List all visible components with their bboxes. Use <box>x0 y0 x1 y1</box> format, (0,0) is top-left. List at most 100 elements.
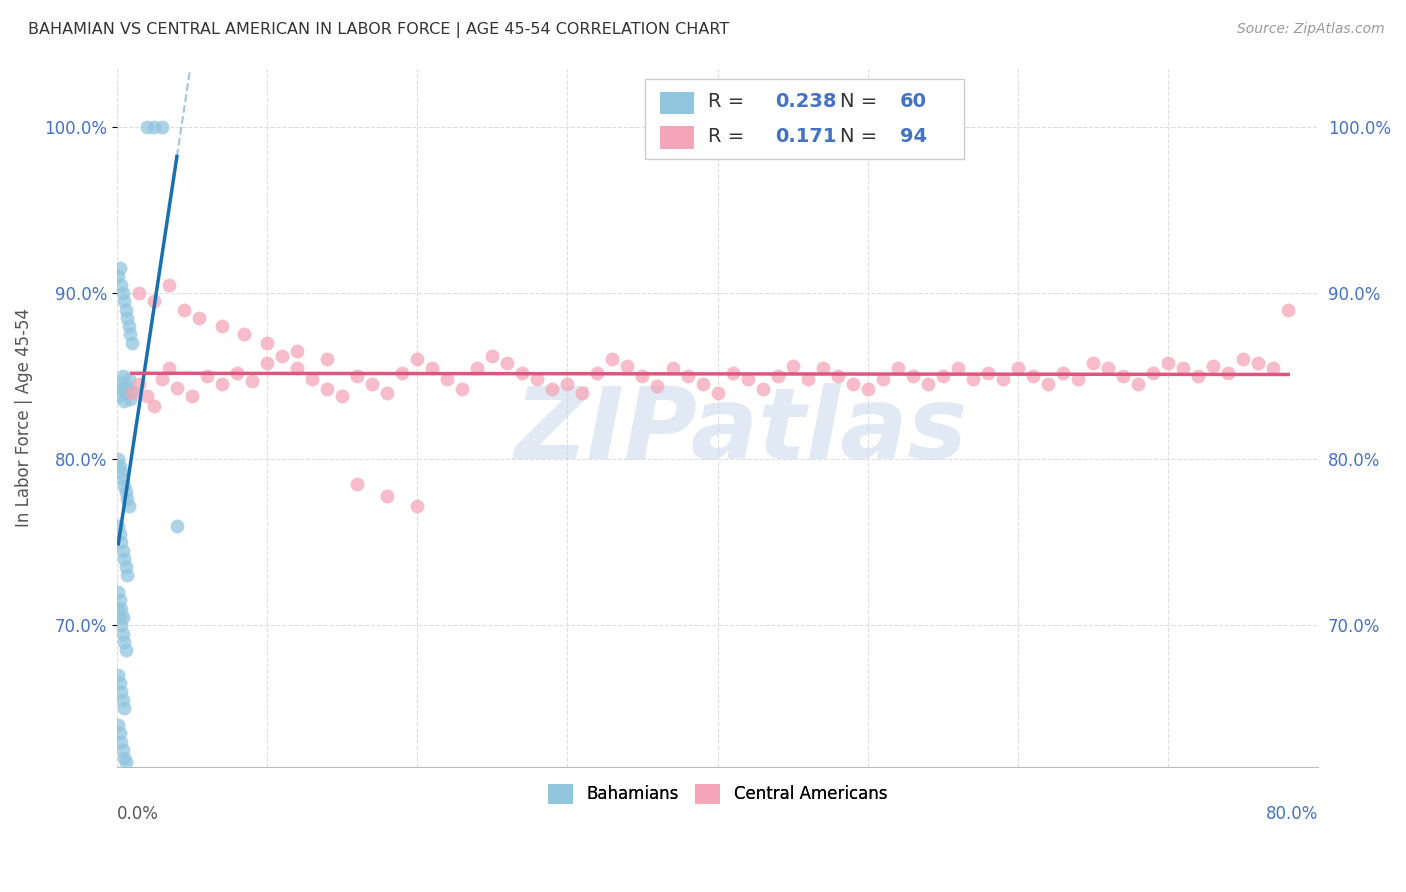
Point <box>721 366 744 380</box>
Point <box>782 359 804 373</box>
Point <box>166 381 188 395</box>
Point <box>111 369 134 384</box>
Point <box>108 527 131 541</box>
Point <box>166 518 188 533</box>
Point <box>110 376 132 390</box>
Point <box>111 472 134 486</box>
Point <box>872 372 894 386</box>
Point <box>110 466 132 480</box>
Point <box>211 319 233 334</box>
Text: Source: ZipAtlas.com: Source: ZipAtlas.com <box>1237 22 1385 37</box>
Point <box>510 366 533 380</box>
Point <box>1126 377 1149 392</box>
Point <box>301 372 323 386</box>
Point <box>316 352 339 367</box>
Text: 0.171: 0.171 <box>775 127 837 145</box>
Point <box>111 285 134 300</box>
Point <box>737 372 759 386</box>
Point <box>112 635 135 649</box>
Point <box>117 379 139 393</box>
Point <box>1247 356 1270 370</box>
Point <box>110 685 132 699</box>
Point <box>271 349 294 363</box>
FancyBboxPatch shape <box>659 127 693 149</box>
Point <box>188 310 211 325</box>
Point <box>841 377 863 392</box>
Point <box>107 585 129 599</box>
Point <box>962 372 984 386</box>
Point <box>1081 356 1104 370</box>
Point <box>115 560 138 574</box>
Point <box>108 593 131 607</box>
Point <box>112 751 135 765</box>
Point <box>391 366 413 380</box>
Point <box>118 319 141 334</box>
Point <box>571 385 593 400</box>
Point <box>111 543 134 558</box>
Point <box>346 477 368 491</box>
Point <box>256 356 278 370</box>
Point <box>1097 360 1119 375</box>
Point <box>541 382 564 396</box>
Point <box>1171 360 1194 375</box>
Point <box>115 385 138 400</box>
Point <box>285 360 308 375</box>
Point <box>226 366 249 380</box>
Point <box>917 377 939 392</box>
Point <box>107 668 129 682</box>
Point <box>120 392 142 407</box>
Point <box>173 302 195 317</box>
Point <box>111 743 134 757</box>
Point <box>375 489 398 503</box>
Point <box>1218 366 1240 380</box>
Point <box>285 344 308 359</box>
Text: N =: N = <box>841 92 883 111</box>
Legend: Bahamians, Central Americans: Bahamians, Central Americans <box>541 777 894 811</box>
Point <box>602 352 624 367</box>
Point <box>496 356 519 370</box>
Point <box>586 366 609 380</box>
Point <box>796 372 818 386</box>
Point <box>647 379 669 393</box>
Point <box>110 601 132 615</box>
Point <box>361 377 384 392</box>
Point <box>901 369 924 384</box>
Point <box>107 718 129 732</box>
Point <box>526 372 548 386</box>
Point <box>991 372 1014 386</box>
Text: 0.238: 0.238 <box>775 92 837 111</box>
Point <box>108 260 131 275</box>
Point <box>117 310 139 325</box>
Point <box>107 269 129 284</box>
Point <box>1202 359 1225 373</box>
Point <box>112 393 135 408</box>
Point <box>616 359 638 373</box>
Point <box>436 372 458 386</box>
Point <box>181 389 204 403</box>
Text: 80.0%: 80.0% <box>1265 805 1319 823</box>
Point <box>692 377 714 392</box>
Point <box>107 452 129 467</box>
Point <box>112 294 135 309</box>
FancyBboxPatch shape <box>645 79 965 160</box>
Point <box>110 277 132 292</box>
Point <box>887 360 910 375</box>
Point <box>115 302 138 317</box>
Point <box>661 360 683 375</box>
Point <box>157 360 180 375</box>
Point <box>150 372 173 386</box>
Point <box>143 399 166 413</box>
Text: R =: R = <box>709 127 751 145</box>
Point <box>110 734 132 748</box>
Point <box>557 377 579 392</box>
Point <box>1232 352 1254 367</box>
Point <box>115 755 138 769</box>
Point <box>932 369 955 384</box>
Point <box>420 360 443 375</box>
Point <box>1277 302 1299 317</box>
Point <box>811 360 834 375</box>
Point <box>977 366 1000 380</box>
Point <box>856 382 879 396</box>
Point <box>108 610 131 624</box>
Point <box>346 369 368 384</box>
